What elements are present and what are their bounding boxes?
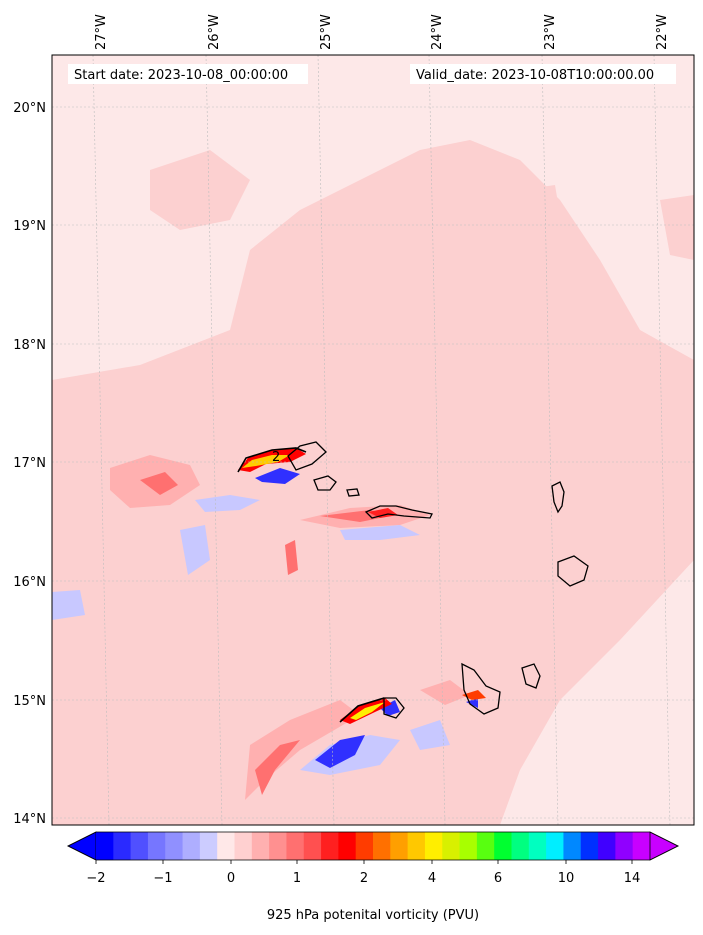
meridian-line bbox=[317, 55, 335, 825]
colorbar-swatch bbox=[615, 832, 634, 860]
island-sao-nicolau bbox=[364, 505, 433, 519]
colorbar-swatch bbox=[182, 832, 201, 860]
colorbar-swatch bbox=[130, 832, 149, 860]
island-outlines bbox=[287, 441, 589, 719]
colorbar-swatch bbox=[373, 832, 391, 860]
vorticity-contours bbox=[237, 447, 385, 723]
colorbar-tick-label: −1 bbox=[153, 871, 172, 886]
latitude-labels: 20°N 19°N 18°N 17°N 16°N 15°N 14°N bbox=[13, 101, 46, 827]
longitude-label: 27°W bbox=[94, 14, 109, 50]
longitude-label: 24°W bbox=[430, 14, 445, 50]
colorbar-swatch bbox=[338, 832, 357, 860]
pv-field-deep-negative bbox=[255, 468, 478, 768]
colorbar-swatch bbox=[165, 832, 184, 860]
island-maio bbox=[521, 663, 541, 689]
colorbar-swatch bbox=[355, 832, 374, 860]
colorbar-swatch bbox=[632, 832, 651, 860]
colorbar-tick-label: 2 bbox=[360, 871, 368, 886]
meridian-line bbox=[653, 55, 671, 825]
graticule bbox=[52, 55, 694, 825]
latitude-label: 16°N bbox=[13, 575, 46, 590]
latitude-label: 15°N bbox=[13, 694, 46, 709]
colorbar-tick-label: 10 bbox=[558, 871, 575, 886]
map-panel: 2 Start date: 2023-10-08_00:00:00 Valid_… bbox=[52, 55, 694, 825]
colorbar-swatch bbox=[286, 832, 305, 860]
meridian-line bbox=[428, 55, 446, 825]
colorbar-ticks: −2 −1 0 1 2 4 6 10 14 bbox=[86, 860, 640, 886]
colorbar-swatch bbox=[321, 832, 339, 860]
colorbar-label: 925 hPa potenital vorticity (PVU) bbox=[267, 908, 479, 923]
island-sao-vicente bbox=[313, 475, 337, 491]
colorbar-swatch bbox=[234, 832, 253, 860]
island-santo-antao bbox=[287, 441, 327, 471]
latitude-label: 18°N bbox=[13, 338, 46, 353]
pv-field-hot bbox=[238, 448, 486, 724]
colorbar-swatch bbox=[269, 832, 287, 860]
colorbar bbox=[67, 831, 679, 861]
colorbar-swatch bbox=[303, 832, 322, 860]
meridian-line bbox=[92, 55, 110, 825]
island-santa-luzia bbox=[346, 488, 360, 497]
colorbar-swatch bbox=[528, 832, 547, 860]
colorbar-tick-label: −2 bbox=[86, 871, 105, 886]
start-date-label: Start date: 2023-10-08_00:00:00 bbox=[74, 68, 288, 83]
latitude-label: 20°N bbox=[13, 101, 46, 116]
map-frame bbox=[51, 54, 695, 826]
longitude-label: 23°W bbox=[543, 14, 558, 50]
island-fogo bbox=[383, 697, 405, 719]
colorbar-swatch bbox=[476, 832, 495, 860]
colorbar-tick-label: 14 bbox=[624, 871, 641, 886]
longitude-label: 22°W bbox=[655, 14, 670, 50]
colorbar-swatch bbox=[563, 832, 582, 860]
latitude-label: 14°N bbox=[13, 812, 46, 827]
colorbar-swatch bbox=[580, 832, 599, 860]
colorbar-swatch bbox=[390, 832, 409, 860]
contour-label: 2 bbox=[272, 450, 280, 465]
island-boa-vista bbox=[557, 555, 589, 587]
colorbar-swatch bbox=[251, 832, 270, 860]
colorbar-extend-min bbox=[67, 831, 97, 861]
colorbar-tick-label: 6 bbox=[494, 871, 502, 886]
colorbar-swatch bbox=[494, 832, 512, 860]
meridian-line bbox=[205, 55, 223, 825]
colorbar-swatch bbox=[442, 832, 461, 860]
island-sal bbox=[551, 481, 565, 514]
start-date-box bbox=[68, 64, 308, 84]
longitude-label: 25°W bbox=[319, 14, 334, 50]
colorbar-swatch bbox=[199, 832, 218, 860]
valid-date-box bbox=[410, 64, 676, 84]
colorbar-swatch bbox=[598, 832, 616, 860]
colorbar-swatch bbox=[407, 832, 426, 860]
longitude-labels: 27°W 26°W 25°W 24°W 23°W 22°W bbox=[94, 14, 670, 50]
colorbar-tick-label: 4 bbox=[428, 871, 436, 886]
colorbar-swatch bbox=[217, 832, 235, 860]
latitude-label: 19°N bbox=[13, 219, 46, 234]
valid-date-label: Valid_date: 2023-10-08T10:00:00.00 bbox=[416, 68, 654, 83]
island-santiago bbox=[461, 662, 501, 715]
colorbar-tick-label: 0 bbox=[227, 871, 235, 886]
colorbar-tick-label: 1 bbox=[293, 871, 301, 886]
pv-field-light bbox=[52, 140, 694, 825]
longitude-label: 26°W bbox=[207, 14, 222, 50]
colorbar-swatch bbox=[459, 832, 478, 860]
colorbar-swatch bbox=[511, 832, 530, 860]
colorbar-swatch bbox=[546, 832, 564, 860]
colorbar-extend-max bbox=[649, 831, 679, 861]
colorbar-swatch bbox=[424, 832, 443, 860]
colorbar-swatch bbox=[147, 832, 166, 860]
latitude-label: 17°N bbox=[13, 456, 46, 471]
colorbar-swatch bbox=[96, 832, 114, 860]
colorbar-swatch bbox=[113, 832, 132, 860]
meridian-line bbox=[541, 55, 559, 825]
